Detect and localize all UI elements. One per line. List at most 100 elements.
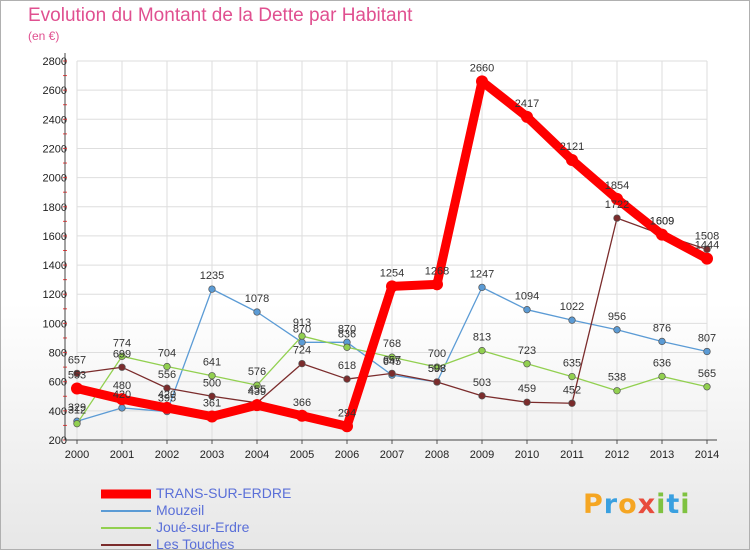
data-point-3	[568, 399, 576, 407]
data-point-0	[386, 280, 398, 293]
y-tick-label: 400	[49, 406, 67, 418]
y-tick-label: 1800	[43, 202, 67, 214]
y-tick-label: 200	[49, 435, 67, 447]
data-point-2	[433, 363, 441, 371]
data-label: 553	[68, 370, 86, 382]
data-point-1	[613, 326, 621, 334]
legend-swatch	[101, 489, 151, 498]
data-label: 480	[113, 380, 131, 392]
logo-letter: o	[618, 489, 638, 520]
y-tick-label: 1600	[43, 231, 67, 243]
data-point-3	[388, 369, 396, 378]
data-label: 913	[293, 317, 311, 329]
data-label: 538	[608, 372, 626, 384]
data-label: 598	[428, 363, 446, 375]
data-label: 576	[248, 366, 266, 378]
data-point-2	[523, 360, 531, 368]
logo-letter: x	[637, 489, 657, 520]
legend: TRANS-SUR-ERDRE Mouzeil Joué-sur-Erdre Les …	[101, 485, 291, 553]
x-tick-label: 2000	[65, 449, 89, 461]
data-label: 636	[653, 357, 671, 369]
data-point-0	[431, 278, 443, 291]
y-unit-label: (en €)	[28, 29, 60, 43]
y-tick-label: 2000	[43, 173, 67, 185]
data-point-0	[611, 192, 623, 205]
y-tick-label: 1400	[43, 260, 67, 272]
y-tick-label: 2400	[43, 114, 67, 126]
data-label: 1235	[200, 270, 224, 282]
x-tick-label: 2009	[470, 449, 494, 461]
x-tick-label: 2001	[110, 449, 134, 461]
data-label: 876	[653, 322, 671, 334]
x-tick-label: 2003	[200, 449, 224, 461]
y-tick-label: 800	[49, 348, 67, 360]
data-point-2	[298, 332, 306, 340]
y-tick-label: 1200	[43, 289, 67, 301]
series	[71, 75, 713, 433]
data-label: 439	[248, 386, 266, 398]
x-tick-label: 2006	[335, 449, 359, 461]
legend-swatch	[101, 526, 151, 529]
data-label: 813	[473, 332, 491, 344]
chart-title: Evolution du Montant de la Dette par Hab…	[28, 5, 413, 26]
data-point-1	[523, 306, 531, 314]
x-tick-label: 2007	[380, 449, 404, 461]
legend-item: Joué-sur-Erdre	[101, 519, 291, 536]
proxiti-logo: Proxiti	[583, 489, 691, 520]
data-point-1	[703, 347, 711, 356]
data-label: 361	[203, 398, 221, 410]
y-tick-label: 2800	[43, 56, 67, 68]
data-point-0	[521, 110, 533, 123]
x-tick-label: 2004	[245, 449, 269, 461]
data-label: 645	[383, 356, 401, 368]
data-label: 329	[68, 402, 86, 414]
data-label: 1254	[380, 267, 404, 279]
data-label: 724	[293, 345, 311, 357]
x-tick-label: 2012	[605, 449, 629, 461]
x-tick-label: 2010	[515, 449, 539, 461]
logo-letter: t	[666, 489, 681, 520]
data-label: 420	[158, 389, 176, 401]
data-point-2	[388, 353, 396, 361]
data-point-3	[343, 375, 351, 383]
data-point-3	[478, 392, 486, 400]
data-label: 452	[563, 384, 581, 396]
data-point-3	[298, 359, 306, 368]
data-point-3	[163, 384, 171, 392]
data-label: 294	[338, 407, 356, 419]
data-label: 2417	[515, 98, 539, 110]
data-label: 500	[203, 377, 221, 389]
data-label: 1247	[470, 268, 494, 280]
data-label: 1022	[560, 301, 584, 313]
y-tick-label: 2200	[43, 143, 67, 155]
data-point-2	[163, 362, 171, 371]
data-point-3	[703, 245, 711, 253]
logo-letter: i	[680, 489, 691, 520]
data-point-0	[206, 410, 218, 423]
x-tick-label: 2002	[155, 449, 179, 461]
data-label: 1609	[650, 216, 674, 228]
data-label: 618	[338, 360, 356, 372]
data-point-0	[296, 409, 308, 422]
legend-swatch	[101, 509, 151, 512]
data-label: 1444	[695, 240, 719, 252]
data-label: 807	[698, 333, 716, 345]
data-label: 2121	[560, 141, 584, 153]
legend-item: TRANS-SUR-ERDRE	[101, 485, 291, 502]
logo-letter: P	[583, 489, 604, 520]
data-point-0	[566, 153, 578, 166]
legend-label: Joué-sur-Erdre	[156, 519, 250, 535]
y-tick-label: 1000	[43, 318, 67, 330]
data-point-2	[118, 352, 126, 360]
y-tick-label: 600	[49, 377, 67, 389]
legend-label: Mouzeil	[156, 502, 205, 518]
data-label: 641	[203, 357, 221, 369]
legend-label: TRANS-SUR-ERDRE	[156, 485, 292, 501]
data-point-3	[433, 378, 441, 386]
x-tick-label: 2008	[425, 449, 449, 461]
logo-letter: r	[603, 489, 619, 520]
data-point-3	[118, 363, 126, 371]
